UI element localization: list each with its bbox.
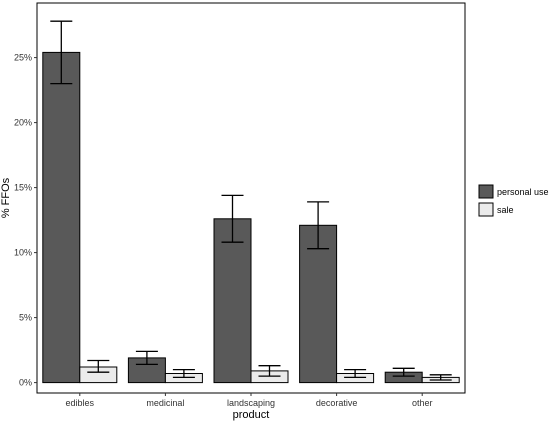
bar — [42, 51, 81, 384]
y-axis-title: % FFOs — [0, 177, 12, 218]
legend-key — [478, 184, 494, 199]
bar — [213, 218, 252, 384]
x-axis-title: product — [233, 409, 270, 421]
y-tick-label: 5% — [19, 313, 32, 323]
legend-key — [478, 202, 494, 217]
y-tick-label: 10% — [14, 248, 32, 258]
bar — [127, 357, 166, 384]
x-tick-label: decorative — [316, 398, 358, 408]
y-tick-label: 25% — [14, 53, 32, 63]
x-axis: edibles medicinal landscaping decorative oth… — [66, 393, 433, 408]
y-tick-label: 15% — [14, 183, 32, 193]
legend-label: sale — [497, 205, 514, 215]
x-tick-label: other — [412, 398, 433, 408]
error-bars — [50, 20, 452, 381]
legend: personal use sale — [478, 184, 549, 217]
y-tick-label: 20% — [14, 118, 32, 128]
x-tick-label: edibles — [66, 398, 95, 408]
y-tick-label: 0% — [19, 378, 32, 388]
x-tick-label: medicinal — [146, 398, 184, 408]
bars — [42, 51, 460, 384]
bar — [299, 224, 338, 384]
y-axis: 0% 5% 10% 15% 20% 25% — [14, 53, 37, 388]
x-tick-label: landscaping — [227, 398, 275, 408]
legend-label: personal use — [497, 187, 549, 197]
